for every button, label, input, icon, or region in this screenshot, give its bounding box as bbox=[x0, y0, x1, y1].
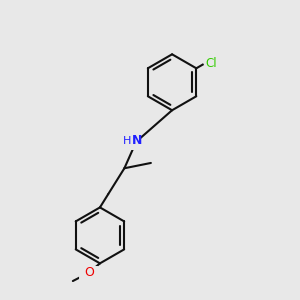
Text: Cl: Cl bbox=[206, 57, 217, 70]
Text: N: N bbox=[132, 134, 142, 147]
FancyBboxPatch shape bbox=[79, 266, 98, 280]
Text: O: O bbox=[84, 266, 94, 279]
FancyBboxPatch shape bbox=[115, 134, 139, 150]
Text: H: H bbox=[122, 136, 131, 146]
